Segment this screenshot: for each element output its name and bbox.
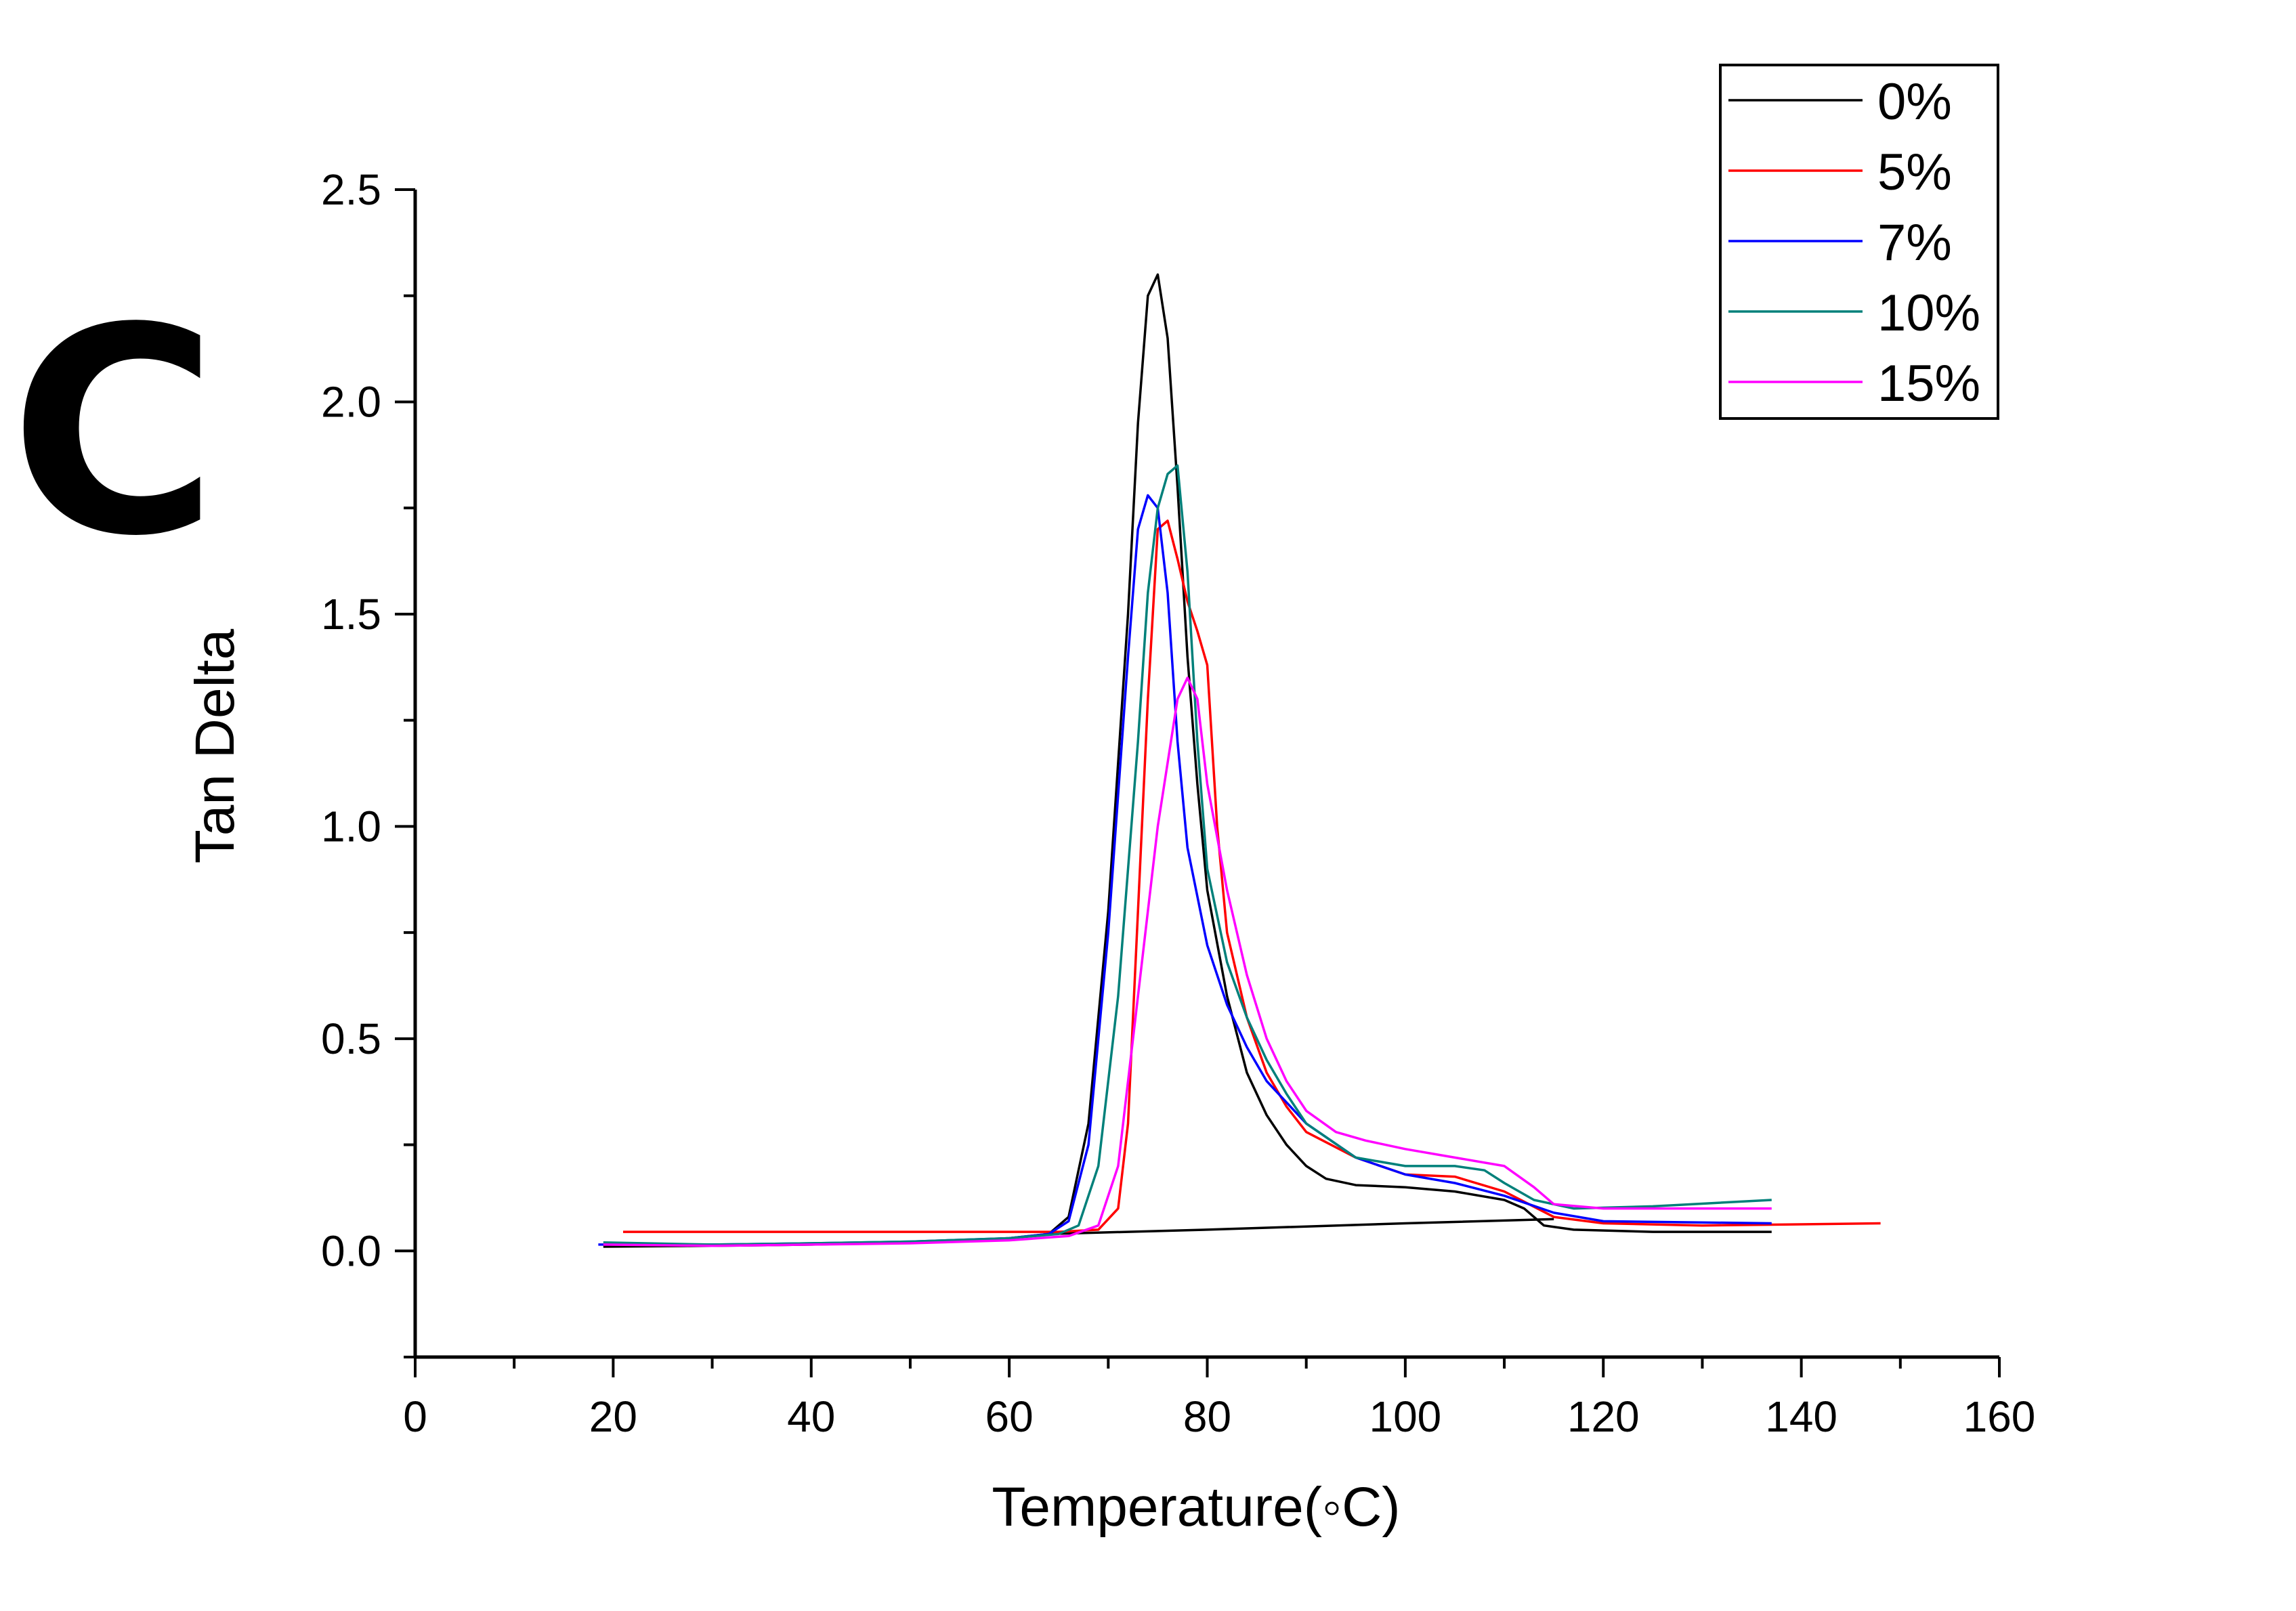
series-line-0 [603,273,1772,1248]
y-tick-label: 1.5 [321,590,381,639]
x-tick-label: 140 [1765,1392,1837,1441]
x-tick-label: 100 [1369,1392,1441,1441]
legend-label-2: 7% [1877,214,1952,272]
y-tick-label: 2.0 [321,377,381,426]
x-tick-label: 60 [985,1392,1034,1441]
series-line-4 [603,464,1772,1246]
x-axis-label: Temperature(◦C) [992,1476,1400,1538]
series-line-2 [623,519,1881,1233]
series-line-5 [603,676,1772,1247]
x-tick-label: 160 [1963,1392,2036,1441]
x-tick-label: 80 [1183,1392,1231,1441]
x-tick-label: 20 [589,1392,637,1441]
y-axis-label: Tan Delta [184,628,246,863]
panel-label: C [9,267,219,599]
legend-label-3: 10% [1877,284,1980,342]
legend: 0% 5% 7% 10% 15% [1719,64,1999,420]
x-tick-label: 0 [403,1392,427,1441]
x-tick-label: 120 [1567,1392,1640,1441]
axes: 0 20 40 60 80 100 120 140 160 0.0 0.5 1.0 1.5 2.0 2.5 [321,165,2035,1441]
plot-lines [598,273,1881,1248]
y-tick-label: 0.5 [321,1014,381,1063]
legend-label-0: 0% [1877,73,1952,131]
y-tick-label: 2.5 [321,165,381,214]
series-line-1 [1048,1218,1554,1235]
legend-label-1: 5% [1877,144,1952,201]
y-tick-label: 0.0 [321,1226,381,1275]
y-tick-label: 1.0 [321,802,381,851]
legend-label-4: 15% [1877,355,1980,412]
x-tick-label: 40 [787,1392,835,1441]
